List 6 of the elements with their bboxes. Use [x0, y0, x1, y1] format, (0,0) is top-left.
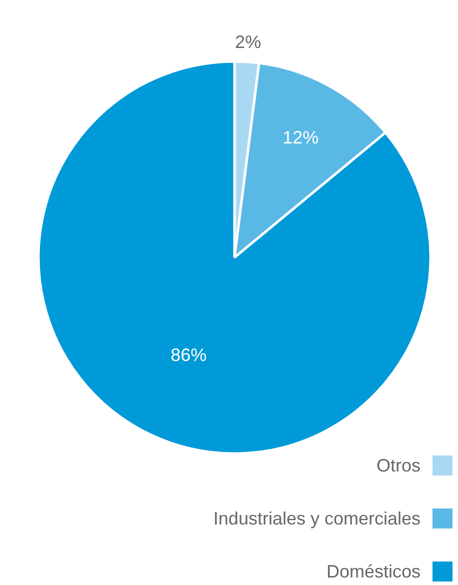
data-label: 12%: [282, 127, 319, 148]
legend-label: Otros: [376, 456, 421, 476]
legend-label: Industriales y comerciales: [213, 508, 421, 528]
data-label: 86%: [170, 345, 207, 366]
legend-label: Domésticos: [326, 562, 421, 582]
data-label: 2%: [235, 32, 262, 52]
